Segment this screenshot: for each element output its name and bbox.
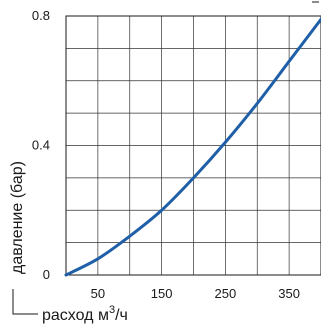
x-tick-label: 150 [151, 286, 173, 301]
pressure-curve [64, 17, 321, 277]
x-tick-label: 50 [91, 286, 105, 301]
x-axis-label: расход м3/ч [42, 304, 128, 324]
x-tick-label: 350 [278, 286, 300, 301]
y-tick-label: 0 [43, 267, 50, 282]
y-tick-label: 0.8 [32, 8, 50, 23]
axis-bracket [12, 289, 38, 315]
tick-labels: 50 150 250 350 0 0.4 0.8 [32, 8, 300, 301]
x-axis-label-main: расход м [42, 307, 109, 324]
x-tick-label: 250 [215, 286, 237, 301]
y-tick-label: 0.4 [32, 138, 50, 153]
y-axis-label: давление (бар) [9, 161, 26, 274]
grid [66, 16, 321, 275]
x-axis-label-tail: /ч [115, 307, 128, 324]
plot-frame [65, 15, 321, 276]
x-axis-label-sup: 3 [109, 304, 115, 316]
